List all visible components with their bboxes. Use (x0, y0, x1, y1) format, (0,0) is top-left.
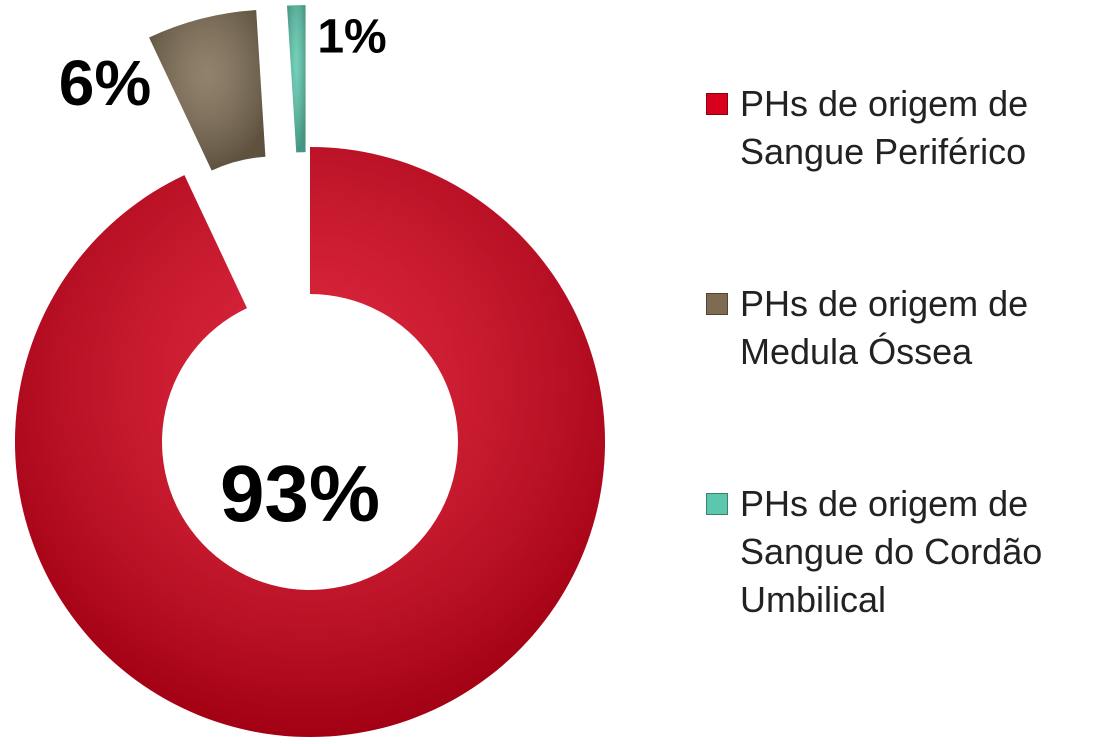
legend-item: PHs de origem de Medula Óssea (706, 280, 1076, 376)
data-label: 93% (220, 449, 380, 538)
legend-label: PHs de origem de Medula Óssea (740, 283, 1029, 372)
data-label: 1% (317, 11, 386, 64)
legend-item: PHs de origem de Sangue do Cordão Umbili… (706, 480, 1076, 624)
data-label: 6% (59, 47, 152, 119)
chart: 93% 6% 1% (14, 5, 606, 738)
legend-swatch (706, 293, 728, 315)
legend-item: PHs de origem de Sangue Periférico (706, 80, 1076, 176)
legend-swatch (706, 493, 728, 515)
legend-label: PHs de origem de Sangue do Cordão Umbili… (740, 483, 1043, 620)
slice-shade (149, 10, 266, 171)
slice-shade (14, 147, 606, 738)
slice-shade (287, 5, 306, 153)
legend-swatch (706, 93, 728, 115)
legend-label: PHs de origem de Sangue Periférico (740, 83, 1029, 172)
